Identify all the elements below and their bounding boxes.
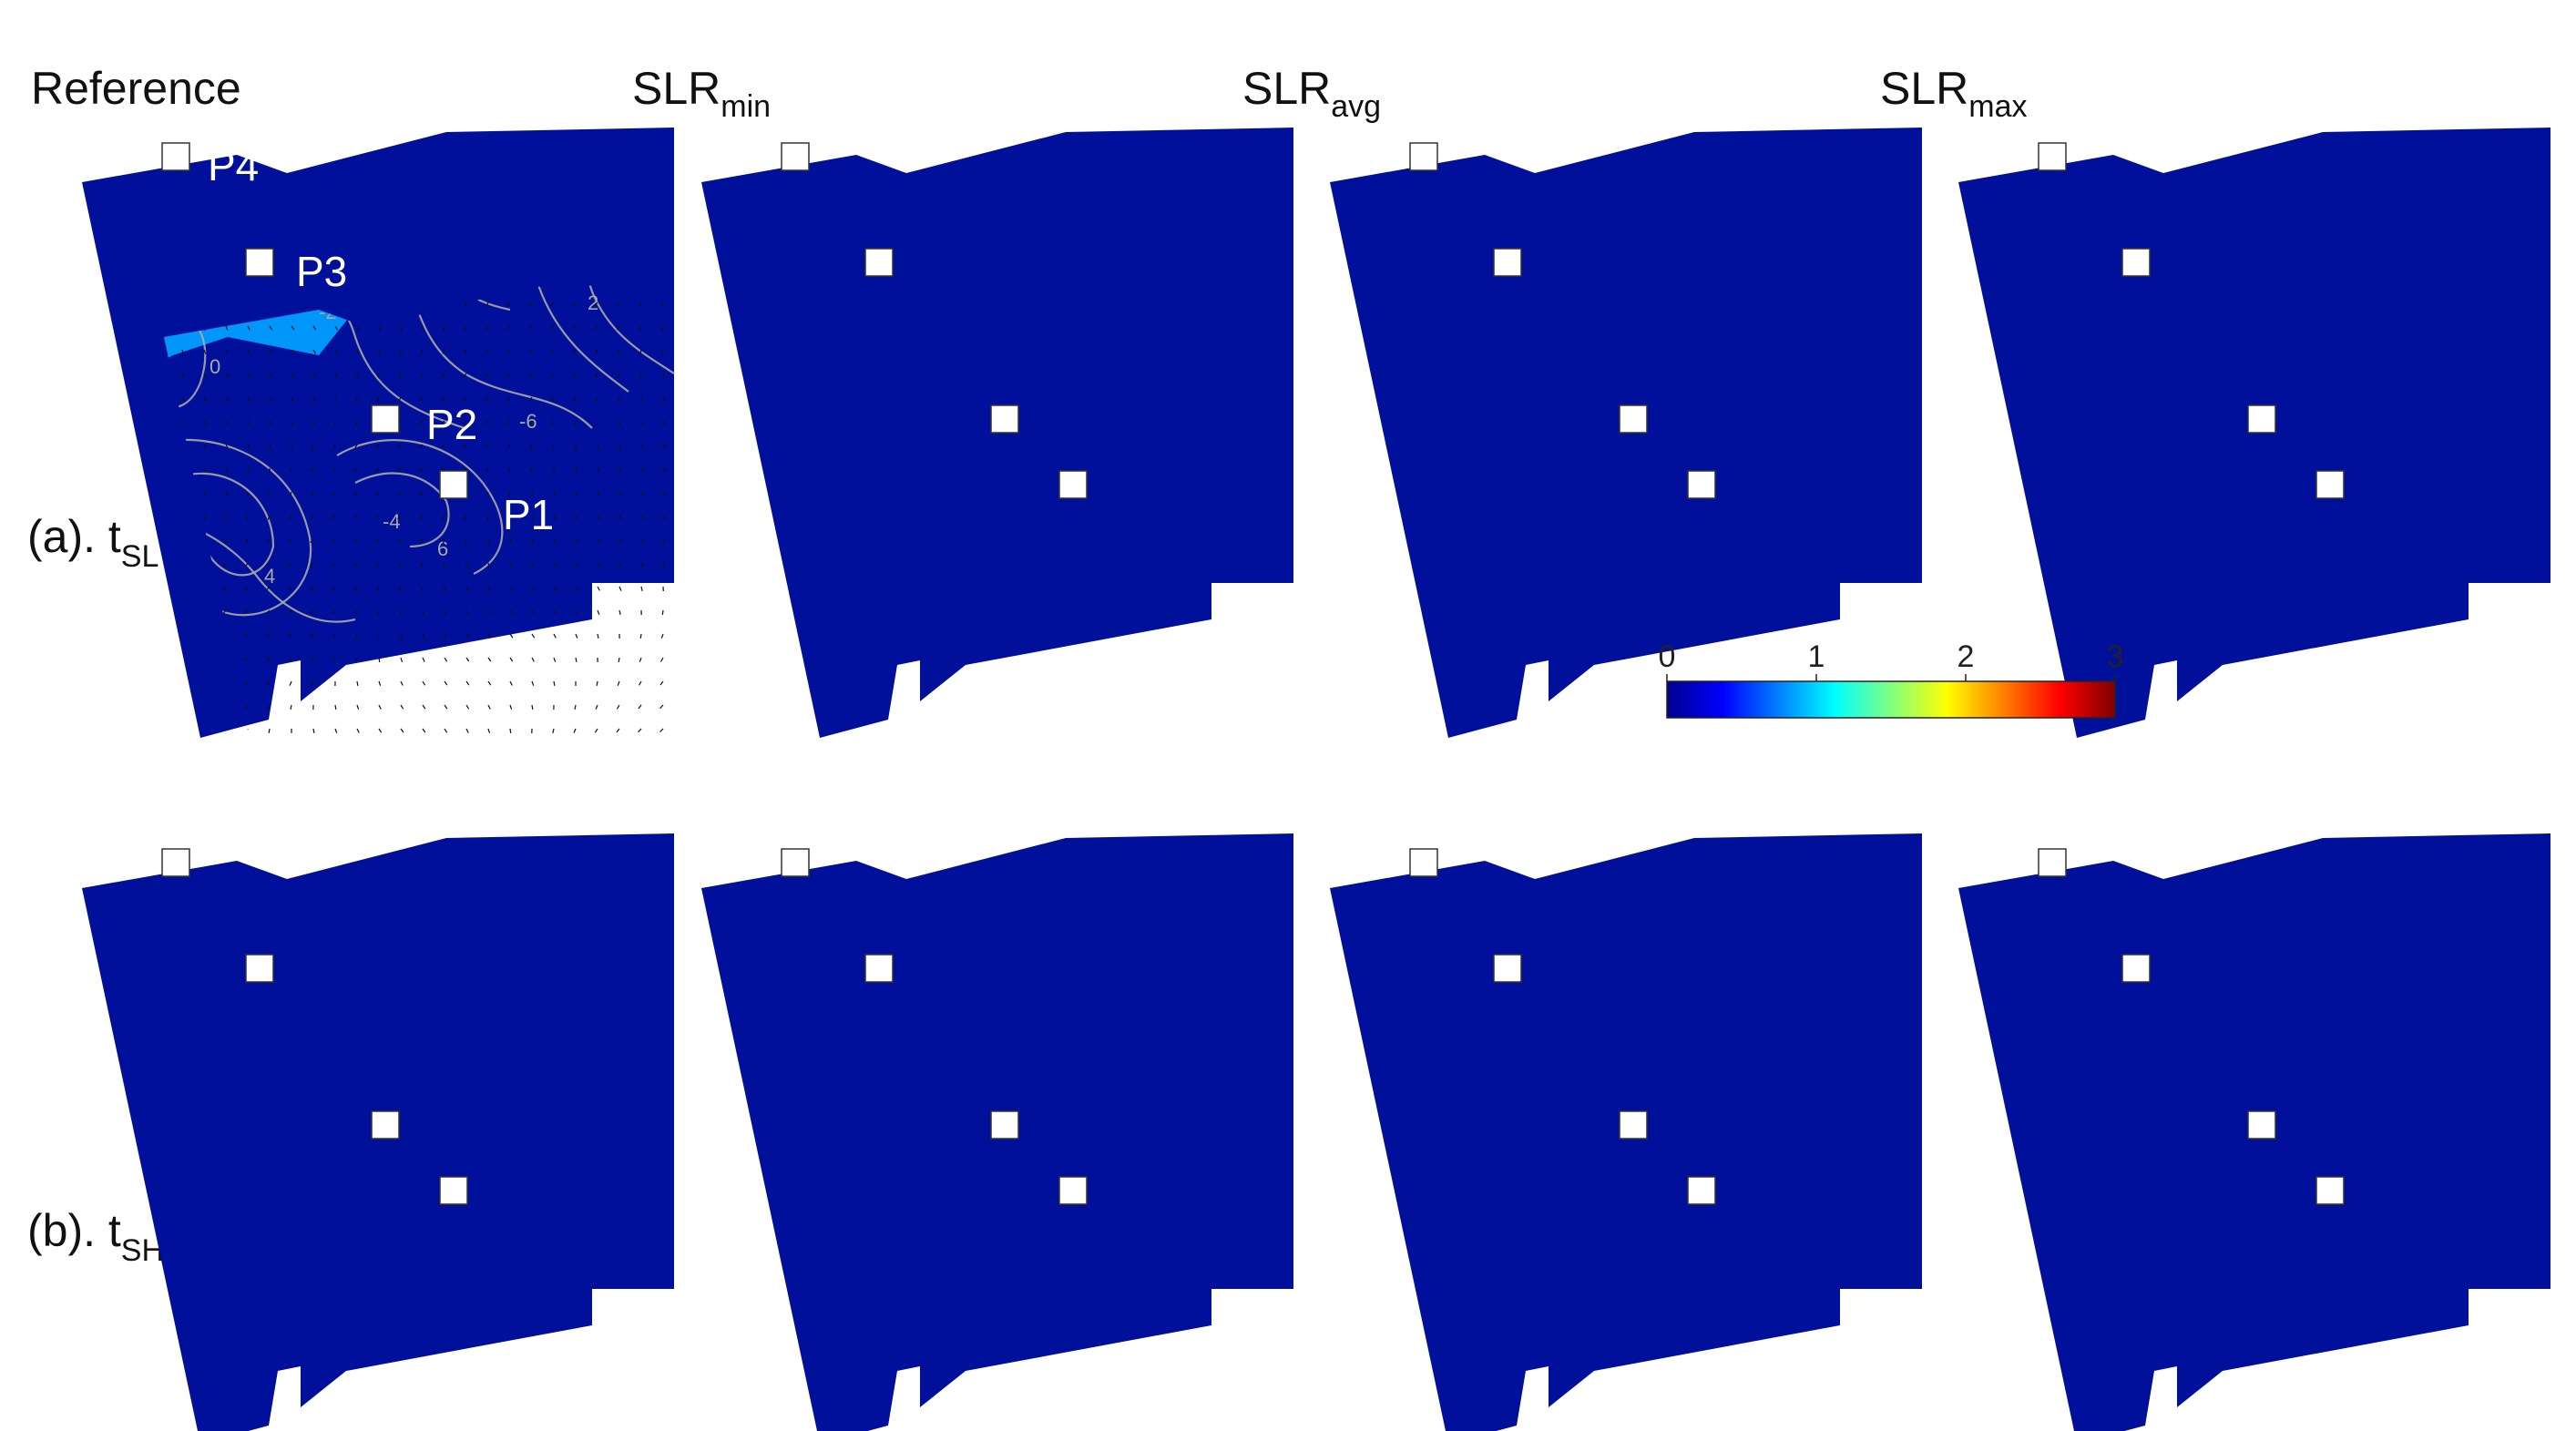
marker-p1 bbox=[1058, 1176, 1088, 1205]
marker-p3 bbox=[245, 954, 274, 983]
marker-p4 bbox=[1409, 142, 1438, 171]
marker-p4 bbox=[2038, 142, 2067, 171]
colorbar-tick-label: 3 bbox=[2107, 639, 2124, 674]
marker-p3 bbox=[2121, 248, 2151, 277]
marker-p1 bbox=[1687, 1176, 1716, 1205]
marker-p2 bbox=[2247, 404, 2276, 434]
marker-p3 bbox=[864, 248, 894, 277]
colorbar: 0 1 2 3 bbox=[1659, 639, 2124, 719]
marker-p3 bbox=[2121, 954, 2151, 983]
marker-p1 bbox=[2315, 1176, 2345, 1205]
svg-text:2: 2 bbox=[588, 291, 598, 314]
svg-text:6: 6 bbox=[437, 537, 448, 560]
svg-text:-4: -4 bbox=[383, 510, 401, 533]
row-label-a: (a). tSL bbox=[27, 511, 159, 574]
label-p2: P2 bbox=[426, 401, 477, 448]
marker-p4 bbox=[781, 142, 810, 171]
marker-p4 bbox=[161, 848, 190, 877]
marker-p2 bbox=[2247, 1110, 2276, 1140]
marker-p4 bbox=[2038, 848, 2067, 877]
column-title-slr-avg: SLRavg bbox=[1242, 63, 1382, 124]
column-title-reference: Reference bbox=[31, 63, 241, 114]
marker-p1 bbox=[1687, 470, 1716, 499]
label-p4: P4 bbox=[208, 142, 259, 189]
marker-p4 bbox=[161, 142, 190, 171]
colorbar-tick-label: 0 bbox=[1659, 639, 1676, 674]
marker-p3 bbox=[1493, 248, 1522, 277]
label-p3: P3 bbox=[296, 248, 347, 295]
svg-text:-6: -6 bbox=[519, 410, 537, 433]
marker-p3 bbox=[245, 248, 274, 277]
marker-p4 bbox=[1409, 848, 1438, 877]
marker-p3 bbox=[864, 954, 894, 983]
colorbar-tick-label: 2 bbox=[1958, 639, 1975, 674]
marker-p2 bbox=[1619, 404, 1648, 434]
marker-p1 bbox=[439, 1176, 468, 1205]
svg-text:4: 4 bbox=[264, 565, 275, 588]
marker-p2 bbox=[371, 1110, 400, 1140]
row-label-b: (b). tSH bbox=[27, 1205, 165, 1268]
column-title-slr-max: SLRmax bbox=[1880, 63, 2028, 124]
marker-p2 bbox=[990, 1110, 1019, 1140]
marker-p1 bbox=[439, 470, 468, 499]
column-title-slr-min: SLRmin bbox=[632, 63, 772, 124]
svg-text:0: 0 bbox=[210, 355, 220, 378]
marker-p1 bbox=[2315, 470, 2345, 499]
marker-p2 bbox=[990, 404, 1019, 434]
label-p1: P1 bbox=[503, 491, 554, 538]
marker-p2 bbox=[1619, 1110, 1648, 1140]
colorbar-tick-label: 1 bbox=[1808, 639, 1825, 674]
marker-p4 bbox=[781, 848, 810, 877]
marker-p2 bbox=[371, 404, 400, 434]
marker-p3 bbox=[1493, 954, 1522, 983]
marker-p1 bbox=[1058, 470, 1088, 499]
